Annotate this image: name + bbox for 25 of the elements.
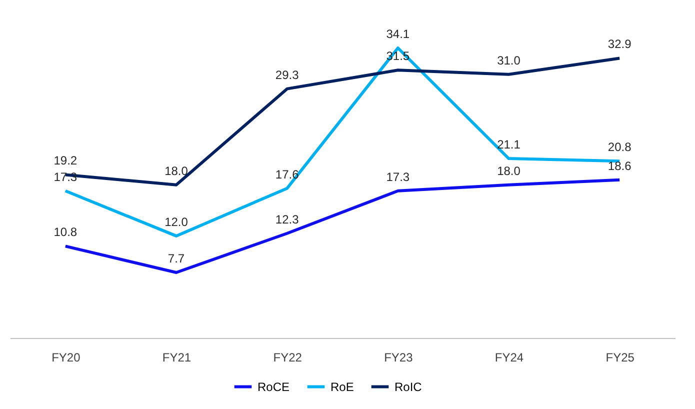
x-tick-label: FY21 <box>162 350 192 364</box>
legend-label: RoIC <box>394 380 422 394</box>
data-label: 18.0 <box>164 164 188 178</box>
x-tick-label: FY25 <box>606 350 635 364</box>
legend-label: RoE <box>330 380 354 394</box>
data-label: 34.1 <box>386 27 410 41</box>
data-label: 17.3 <box>386 170 410 184</box>
data-label: 21.1 <box>497 138 521 152</box>
data-label: 10.8 <box>54 225 78 240</box>
legend-label: RoCE <box>258 380 290 394</box>
data-label: 12.0 <box>164 214 188 229</box>
data-label: 20.8 <box>608 140 632 154</box>
data-label: 32.9 <box>608 37 632 52</box>
x-tick-label: FY20 <box>52 350 81 364</box>
data-label: 31.0 <box>497 53 521 68</box>
data-label: 7.7 <box>168 252 185 266</box>
data-label: 18.0 <box>497 164 521 178</box>
data-label: 18.6 <box>608 158 632 173</box>
x-tick-label: FY23 <box>384 350 414 364</box>
data-label: 19.2 <box>54 154 78 168</box>
data-label: 12.3 <box>275 212 300 226</box>
x-tick-label: FY24 <box>494 350 524 364</box>
x-tick-label: FY22 <box>273 350 302 364</box>
data-label: 17.3 <box>54 170 78 184</box>
data-label: 29.3 <box>275 68 300 82</box>
